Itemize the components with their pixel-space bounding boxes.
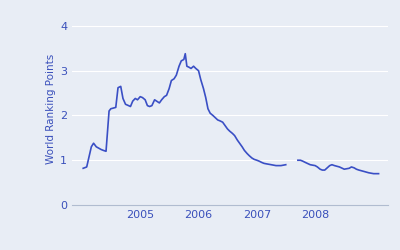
Y-axis label: World Ranking Points: World Ranking Points [46,54,56,164]
